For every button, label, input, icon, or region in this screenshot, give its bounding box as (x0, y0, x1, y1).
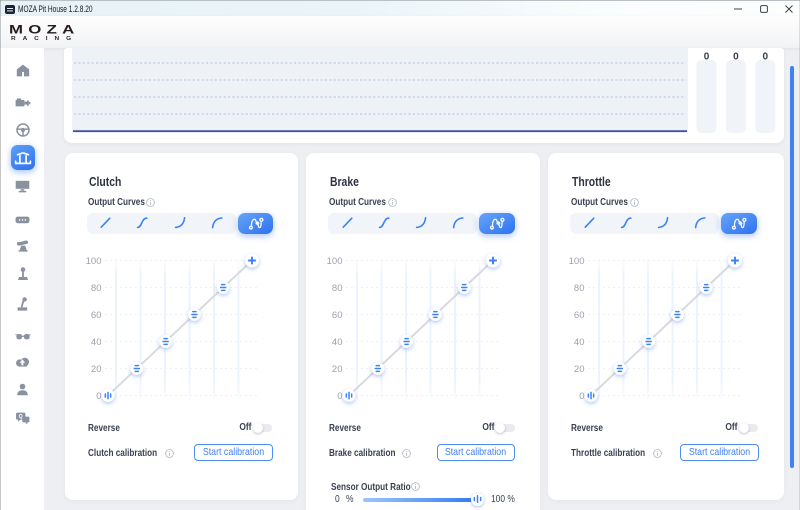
svg-text:Q: Q (19, 414, 23, 420)
svg-text:80: 80 (332, 282, 343, 293)
svg-text:0: 0 (733, 52, 739, 63)
svg-text:100: 100 (85, 255, 101, 266)
svg-text:80: 80 (574, 282, 585, 293)
svg-text:A: A (24, 417, 28, 423)
svg-text:20: 20 (90, 363, 101, 374)
svg-text:0: 0 (579, 390, 584, 401)
svg-text:60: 60 (332, 309, 343, 320)
svg-text:60: 60 (574, 309, 585, 320)
svg-text:0: 0 (337, 390, 342, 401)
svg-text:0: 0 (763, 52, 769, 63)
svg-text:40: 40 (574, 336, 585, 347)
svg-text:60: 60 (90, 309, 101, 320)
svg-text:0: 0 (96, 390, 101, 401)
svg-text:20: 20 (332, 363, 343, 374)
svg-text:40: 40 (90, 336, 101, 347)
svg-text:20: 20 (574, 363, 585, 374)
svg-text:100: 100 (569, 255, 585, 266)
svg-text:0: 0 (704, 52, 710, 63)
svg-text:40: 40 (332, 336, 343, 347)
svg-text:100: 100 (327, 255, 343, 266)
svg-text:80: 80 (90, 282, 101, 293)
